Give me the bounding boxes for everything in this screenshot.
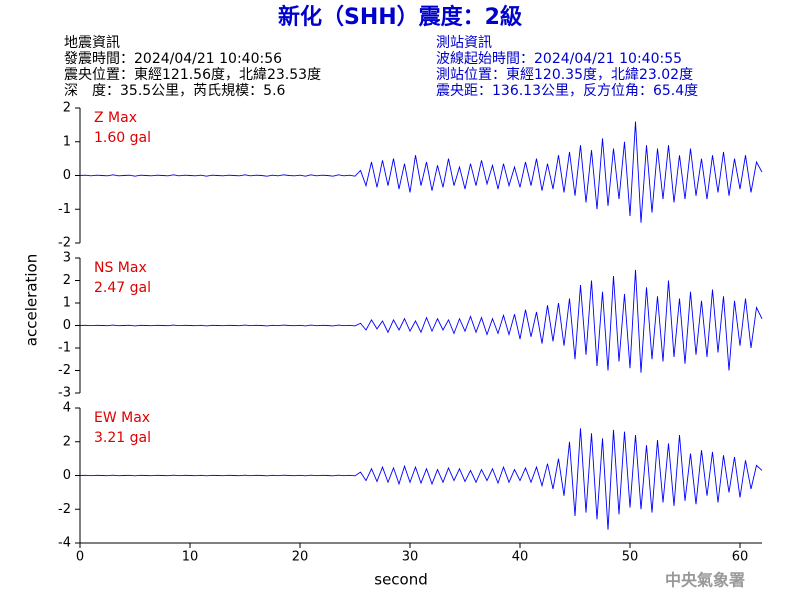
max-label: Z Max	[94, 110, 137, 126]
quake-info: 地震資訊	[64, 35, 120, 51]
station-info: 波線起始時間：2024/04/21 10:40:55	[436, 51, 682, 67]
station-info: 測站資訊	[436, 35, 492, 51]
max-value: 1.60 gal	[94, 130, 151, 146]
y-tick-label: 1	[63, 134, 71, 149]
y-tick-label: -1	[58, 202, 71, 217]
y-tick-label: 0	[63, 318, 71, 333]
station-info: 測站位置：東經120.35度，北緯23.02度	[436, 67, 693, 83]
y-tick-label: -2	[58, 236, 71, 251]
max-value: 3.21 gal	[94, 430, 151, 446]
quake-info: 發震時間：2024/04/21 10:40:56	[64, 51, 282, 67]
x-tick-label: 0	[76, 550, 84, 565]
title: 新化（SHH）震度：2級	[278, 4, 522, 30]
x-tick-label: 10	[182, 550, 199, 565]
waveform	[79, 428, 763, 530]
y-tick-label: -1	[58, 341, 71, 356]
y-tick-label: 2	[63, 434, 71, 449]
max-label: NS Max	[94, 260, 147, 276]
y-tick-label: 3	[63, 251, 71, 266]
y-tick-label: -4	[58, 536, 71, 551]
footer: 中央氣象署	[665, 571, 745, 590]
y-axis-label: acceleration	[23, 254, 41, 346]
y-tick-label: 4	[63, 401, 71, 416]
x-tick-label: 40	[512, 550, 529, 565]
max-label: EW Max	[94, 410, 150, 426]
x-axis-label: second	[374, 571, 428, 589]
y-tick-label: -3	[58, 386, 71, 401]
x-tick-label: 60	[732, 550, 749, 565]
y-tick-label: 1	[63, 296, 71, 311]
y-tick-label: -2	[58, 502, 71, 517]
waveform	[79, 121, 763, 223]
x-tick-label: 50	[622, 550, 639, 565]
max-value: 2.47 gal	[94, 280, 151, 296]
quake-info: 深 度：35.5公里，芮氏規模：5.6	[64, 82, 286, 99]
y-tick-label: -2	[58, 363, 71, 378]
x-tick-label: 30	[402, 550, 419, 565]
quake-info: 震央位置：東經121.56度，北緯23.53度	[64, 67, 321, 83]
y-tick-label: 0	[63, 468, 71, 483]
y-tick-label: 0	[63, 168, 71, 183]
y-tick-label: 2	[63, 273, 71, 288]
waveform	[79, 269, 763, 373]
station-info: 震央距：136.13公里，反方位角：65.4度	[436, 83, 698, 99]
y-tick-label: 2	[63, 101, 71, 116]
x-tick-label: 20	[292, 550, 309, 565]
